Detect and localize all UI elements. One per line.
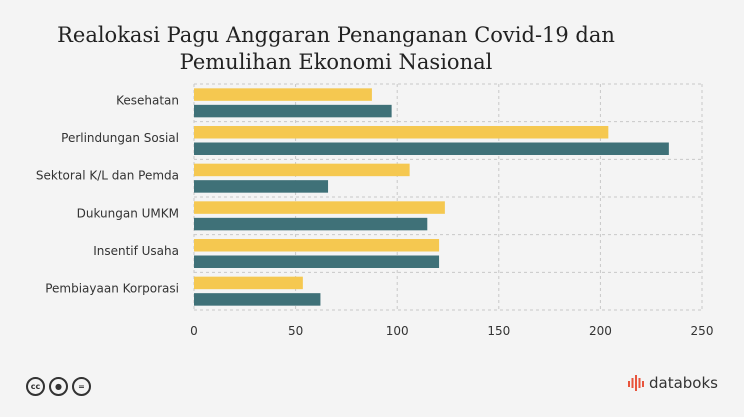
x-tick-label: 0 <box>190 324 198 338</box>
nd-icon: = <box>72 377 91 396</box>
x-tick-label: 100 <box>386 324 409 338</box>
x-tick-label: 200 <box>589 324 612 338</box>
bars <box>194 88 669 306</box>
category-label: Sektoral K/L dan Pemda <box>36 169 179 183</box>
bar-series-1 <box>194 276 303 290</box>
bar-series-1 <box>194 126 609 139</box>
bar-series-2 <box>194 180 329 193</box>
cc-icon: cc <box>26 377 45 396</box>
by-icon: ● <box>49 377 68 396</box>
bar-series-2 <box>194 142 669 155</box>
bar-series-1 <box>194 88 372 101</box>
bar-series-2 <box>194 104 392 118</box>
license-icons: cc ● = <box>26 377 91 396</box>
category-label: Kesehatan <box>116 93 179 107</box>
bar-series-2 <box>194 217 428 231</box>
x-tick-label: 150 <box>487 324 510 338</box>
brand-name: databoks <box>649 374 718 392</box>
brand-logo: databoks <box>627 374 718 392</box>
bar-series-2 <box>194 293 321 306</box>
x-axis-ticks: 0 50 100 150 200 250 <box>190 324 713 338</box>
bar-series-1 <box>194 163 410 177</box>
x-tick-label: 50 <box>288 324 303 338</box>
category-label: Perlindungan Sosial <box>61 131 179 145</box>
x-tick-label: 250 <box>691 324 714 338</box>
bar-series-1 <box>194 201 445 214</box>
databoks-logo-icon <box>628 375 644 391</box>
category-labels: Kesehatan Perlindungan Sosial Sektoral K/L… <box>36 93 179 295</box>
chart-title: Realokasi Pagu Anggaran Penanganan Covid… <box>57 23 615 74</box>
bar-series-1 <box>194 239 440 252</box>
category-label: Pembiayaan Korporasi <box>45 282 179 296</box>
category-label: Insentif Usaha <box>93 244 179 258</box>
bar-series-2 <box>194 255 440 268</box>
grid-lines <box>193 83 703 311</box>
category-label: Dukungan UMKM <box>77 206 179 220</box>
